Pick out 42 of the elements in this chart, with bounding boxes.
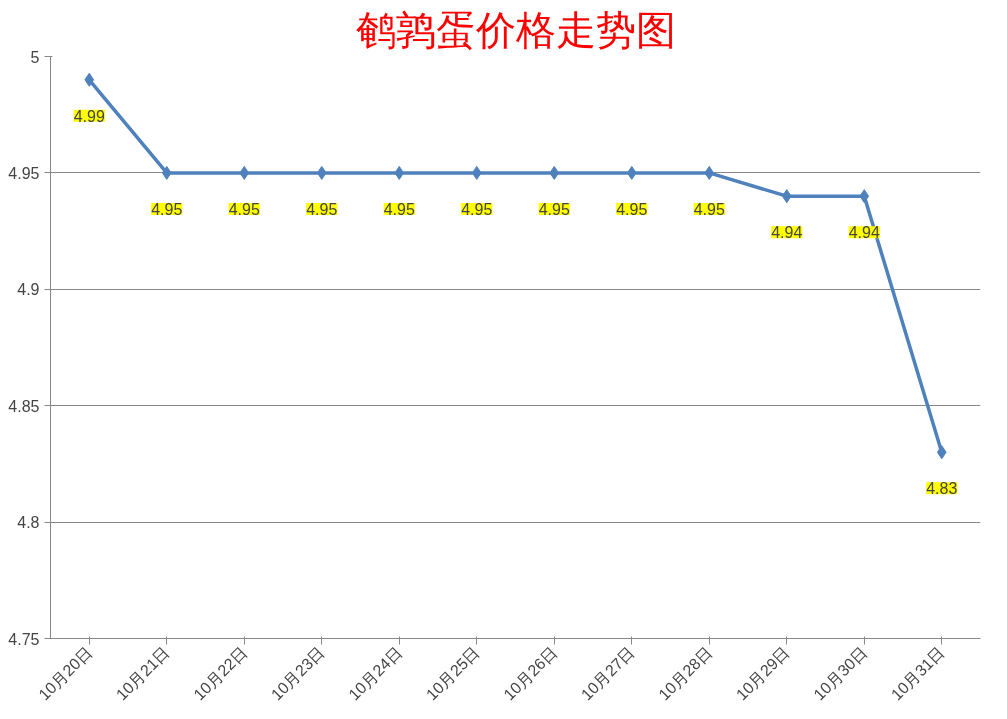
data-label: 4.95 (616, 200, 648, 218)
point (704, 165, 715, 180)
point (316, 165, 327, 180)
x-tick-label: 10月31日 (887, 643, 948, 704)
data-label: 4.95 (228, 200, 260, 218)
point (394, 165, 405, 180)
point (471, 165, 482, 180)
point (859, 189, 870, 204)
x-tick-label: 10月30日 (810, 643, 871, 704)
y-tick-label: 4.75 (8, 630, 40, 648)
data-label: 4.83 (926, 480, 958, 498)
x-tick-label: 10月26日 (500, 643, 561, 704)
data-label: 4.95 (383, 200, 415, 218)
data-label: 4.94 (848, 224, 880, 242)
x-tick-label: 10月28日 (655, 643, 716, 704)
y-tick-label: 5 (30, 48, 40, 66)
y-tick-label: 4.85 (8, 397, 40, 415)
data-label: 4.99 (73, 107, 105, 125)
point (626, 165, 637, 180)
point (781, 189, 792, 204)
chart-title: 鹌鹑蛋价格走势图 (355, 7, 676, 52)
point (161, 165, 172, 180)
point (549, 165, 560, 180)
x-tick-label: 10月23日 (267, 643, 328, 704)
data-label: 4.94 (771, 224, 803, 242)
x-tick-label: 10月24日 (345, 643, 406, 704)
point (239, 165, 250, 180)
x-tick-label: 10月21日 (112, 643, 173, 704)
y-tick-label: 4.95 (8, 164, 40, 182)
data-label: 4.95 (538, 200, 570, 218)
x-tick-label: 10月27日 (577, 643, 638, 704)
data-label: 4.95 (151, 200, 183, 218)
x-tick-label: 10月29日 (732, 643, 793, 704)
y-tick-label: 4.8 (17, 514, 40, 532)
x-tick-label: 10月22日 (190, 643, 251, 704)
point (84, 72, 95, 87)
data-label: 4.95 (461, 200, 493, 218)
point (936, 445, 947, 460)
data-label: 4.95 (306, 200, 338, 218)
data-label: 4.95 (693, 200, 725, 218)
x-tick-label: 10月25日 (422, 643, 483, 704)
y-tick-label: 4.9 (17, 281, 40, 299)
